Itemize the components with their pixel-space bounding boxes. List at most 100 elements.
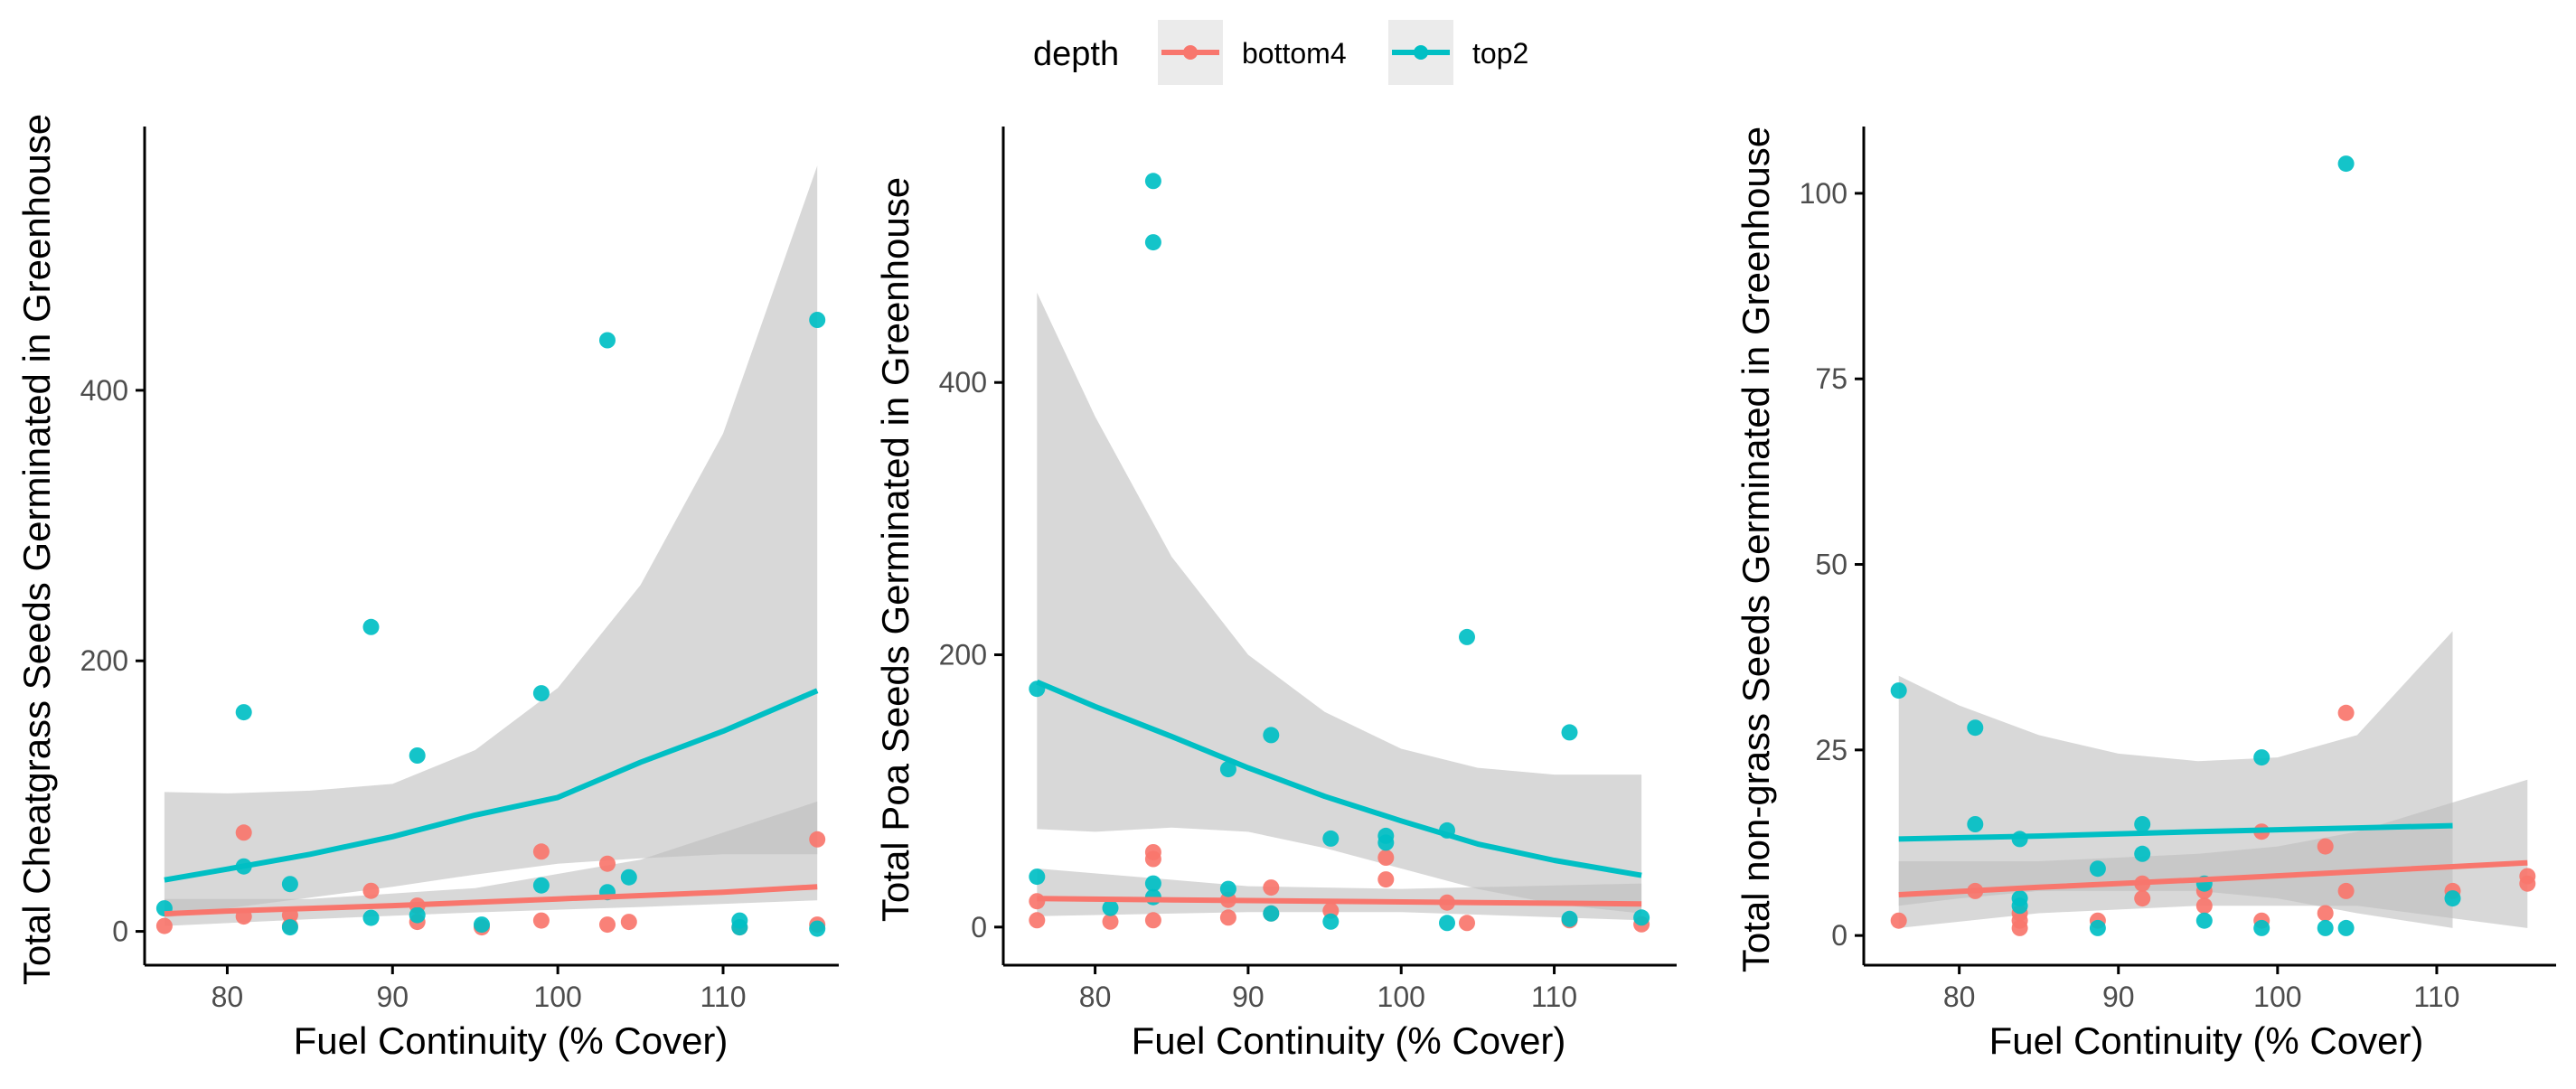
point-top2 [2253,749,2270,766]
point-top2 [1967,816,1984,832]
x-tick-label: 90 [2102,981,2135,1013]
point-top2 [1561,724,1578,741]
point-top2 [2337,155,2355,173]
point-bottom4 [235,824,252,841]
point-top2 [362,909,380,926]
point-top2 [620,868,637,886]
point-top2 [474,916,490,934]
confidence-band-top2 [164,165,818,918]
y-tick-label: 0 [1831,919,1847,952]
point-top2 [809,312,826,328]
point-top2 [1263,727,1280,744]
point-top2 [1377,834,1395,851]
point-bottom4 [532,912,550,929]
point-top2 [2337,919,2355,936]
point-bottom4 [2317,905,2334,922]
confidence-band-bottom4 [1037,868,1642,921]
point-bottom4 [1377,850,1395,866]
point-bottom4 [2337,704,2355,721]
point-bottom4 [2195,897,2213,915]
point-top2 [2089,919,2106,936]
point-top2 [1322,913,1340,930]
y-tick-label: 200 [939,639,987,671]
point-top2 [1219,761,1236,778]
point-top2 [1459,628,1475,645]
point-bottom4 [1029,912,1046,929]
point-top2 [1029,868,1046,886]
point-top2 [2011,897,2028,915]
point-bottom4 [362,882,380,899]
point-top2 [1633,909,1650,926]
point-bottom4 [599,855,616,872]
legend-title: depth [1033,35,1119,73]
fit-line-top2 [1898,822,2453,842]
legend-point-top2 [1414,45,1428,60]
panel-nongrass: 80 90 100 110 0 25 50 75 100 Fuel Continuity (% … [1735,127,2556,1062]
point-bottom4 [1144,912,1161,929]
y-tick-label: 400 [80,374,128,407]
point-top2 [2317,919,2334,936]
panel-cheatgrass: 80 90 100 110 0 200 400 Fuel Continuity (% Cov… [15,114,839,1062]
fit-line-top2 [1036,679,1642,878]
point-top2 [1439,915,1455,932]
point-bottom4 [2337,882,2355,899]
point-top2 [1263,905,1280,922]
point-top2 [362,618,380,635]
point-top2 [281,876,298,893]
point-bottom4 [1144,850,1161,868]
point-top2 [409,747,426,764]
panel-nongrass-xlabel: Fuel Continuity (% Cover) [1989,1019,2424,1062]
y-tick-label: 0 [971,911,987,943]
point-top2 [1144,234,1161,251]
point-top2 [1219,880,1236,897]
x-tick-label: 80 [1943,981,1976,1013]
point-bottom4 [1377,871,1395,888]
panel-poa-marks: 80 90 100 110 0 200 400 [939,127,1677,1013]
y-tick-label: 200 [80,644,128,677]
point-top2 [2089,860,2106,878]
panel-cheatgrass-marks: 80 90 100 110 0 200 400 [80,127,839,1013]
x-tick-label: 80 [212,981,244,1013]
point-top2 [409,906,426,924]
panel-poa: 80 90 100 110 0 200 400 Fuel Continuity (% Cov… [874,127,1677,1062]
point-bottom4 [1890,912,1907,929]
point-bottom4 [1102,913,1119,930]
point-bottom4 [2317,838,2334,855]
point-bottom4 [809,831,826,848]
y-tick-label: 50 [1815,549,1847,581]
panel-cheatgrass-xlabel: Fuel Continuity (% Cover) [294,1019,729,1062]
panel-poa-xlabel: Fuel Continuity (% Cover) [1132,1019,1566,1062]
point-top2 [1967,719,1984,737]
x-tick-label: 100 [533,981,581,1013]
fit-line-bottom4 [1898,859,2528,897]
legend-label-bottom4: bottom4 [1242,37,1347,70]
point-top2 [532,685,550,702]
point-top2 [1102,899,1119,916]
fit-line-bottom4 [1037,896,1642,907]
point-top2 [2195,912,2213,929]
x-tick-label: 110 [1531,981,1577,1013]
point-bottom4 [155,917,173,934]
point-top2 [2134,816,2151,832]
x-tick-label: 80 [1079,981,1112,1013]
fit-line-top2 [164,688,819,883]
y-tick-label: 100 [1800,177,1847,210]
point-bottom4 [620,914,637,931]
point-top2 [2444,890,2461,907]
point-bottom4 [2134,890,2151,907]
confidence-band-top2 [1037,292,1642,914]
panel-cheatgrass-ylabel: Total Cheatgrass Seeds Germinated in Gre… [15,114,58,985]
point-top2 [599,332,616,349]
point-top2 [2253,919,2270,936]
point-bottom4 [1459,915,1475,932]
panel-nongrass-marks: 80 90 100 110 0 25 50 75 100 [1800,127,2556,1013]
panel-poa-ylabel: Total Poa Seeds Germinated in Greenhouse [874,177,917,922]
x-tick-label: 110 [2413,981,2459,1013]
panel-nongrass-ylabel: Total non-grass Seeds Germinated in Gree… [1735,127,1777,972]
point-top2 [532,877,550,894]
y-tick-label: 75 [1815,362,1847,395]
point-top2 [235,704,252,721]
legend-label-top2: top2 [1472,37,1528,70]
